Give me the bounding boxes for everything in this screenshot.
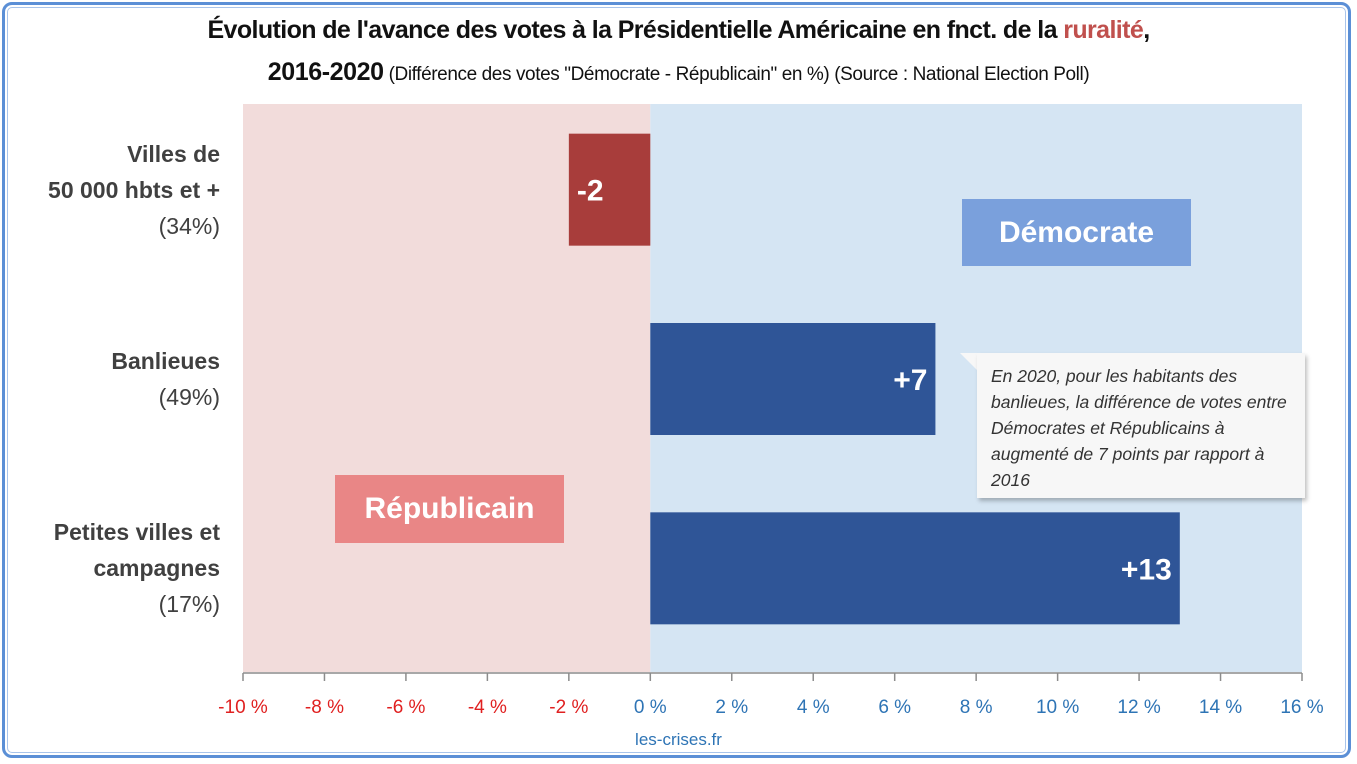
category-name-line: Petites villes et: [53, 519, 220, 546]
chart-title: Évolution de l'avance des votes à la Pré…: [0, 16, 1357, 45]
x-tick-label: -6 %: [386, 697, 425, 718]
x-tick-label: 0 %: [634, 697, 667, 718]
category-name-line: Villes de: [127, 140, 220, 167]
title-trail: ,: [1143, 16, 1150, 44]
title-highlight: ruralité: [1063, 16, 1144, 44]
subtitle-text: (Différence des votes "Démocrate - Répub…: [383, 64, 1090, 85]
x-tick-label: 10 %: [1036, 697, 1079, 718]
category-share: (34%): [158, 212, 220, 239]
x-tick-label: 2 %: [715, 697, 748, 718]
x-tick-label: -8 %: [305, 697, 344, 718]
annotation-note: En 2020, pour les habitants des banlieue…: [977, 353, 1305, 498]
title-text: Évolution de l'avance des votes à la Pré…: [207, 16, 1064, 44]
category-share: (17%): [158, 591, 220, 618]
chart-subtitle: 2016-2020 (Différence des votes "Démocra…: [0, 58, 1357, 87]
x-tick-label: 8 %: [960, 697, 993, 718]
category-label-2: Banlieues (49%): [111, 343, 220, 415]
data-label-2: +7: [893, 364, 927, 397]
category-label-3: Petites villes et campagnes (17%): [54, 514, 220, 622]
x-tick-label: 4 %: [797, 697, 830, 718]
title-years: 2016-2020: [267, 58, 384, 86]
x-tick-label: 16 %: [1280, 697, 1323, 718]
category-name-line: campagnes: [93, 555, 220, 582]
bar-1: [568, 133, 651, 246]
x-tick-label: 12 %: [1117, 697, 1160, 718]
democrat-tag: Démocrate: [962, 199, 1191, 266]
source-credit: les-crises.fr: [635, 730, 722, 749]
category-label-1: Villes de 50 000 hbts et + (34%): [48, 136, 220, 244]
x-tick-label: -4 %: [468, 697, 507, 718]
bar-3: [650, 512, 1180, 625]
category-name-line: Banlieues: [111, 348, 220, 374]
republican-tag: Républicain: [335, 475, 564, 543]
category-share: (49%): [158, 384, 220, 410]
x-tick-label: -10 %: [218, 697, 268, 718]
category-name-line: 50 000 hbts et +: [48, 176, 220, 203]
data-label-3: +13: [1121, 553, 1172, 586]
note-callout-tail: [960, 353, 978, 371]
x-tick-label: 14 %: [1199, 697, 1242, 718]
bar-2: [650, 323, 936, 435]
data-label-1: -2: [577, 175, 604, 208]
x-tick-label: -2 %: [549, 697, 588, 718]
x-tick-label: 6 %: [878, 697, 911, 718]
